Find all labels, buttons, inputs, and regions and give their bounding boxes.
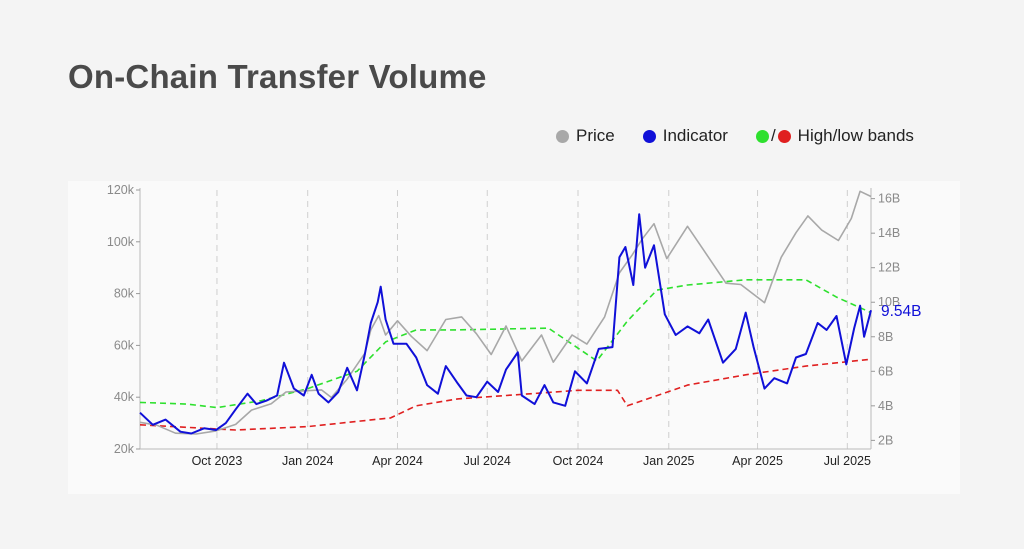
low-band-legend-dot-icon	[777, 129, 791, 143]
right-tick-label: 4B	[878, 399, 893, 413]
left-tick-label: 40k	[114, 390, 135, 404]
legend-item-price[interactable]: Price	[556, 126, 615, 146]
right-tick-label: 8B	[878, 330, 893, 344]
legend-label-indicator: Indicator	[662, 126, 728, 145]
chart-title: On-Chain Transfer Volume	[68, 58, 487, 95]
right-tick-label: 12B	[878, 261, 900, 275]
chart-legend: Price Indicator / High/low bands	[556, 126, 942, 146]
legend-bands-slash: /	[770, 126, 776, 145]
right-tick-label: 2B	[878, 433, 893, 447]
price-legend-dot-icon	[556, 129, 569, 143]
x-tick-label: Apr 2024	[372, 454, 423, 468]
right-tick-label: 6B	[878, 364, 893, 378]
x-tick-label: Oct 2023	[192, 454, 243, 468]
price-series-line	[139, 190, 872, 435]
x-tick-label: Jul 2025	[824, 454, 871, 468]
x-tick-label: Apr 2025	[732, 454, 783, 468]
left-tick-label: 80k	[114, 287, 135, 301]
legend-item-bands[interactable]: / High/low bands	[755, 126, 914, 146]
left-tick-label: 100k	[107, 235, 135, 249]
x-tick-label: Jan 2024	[282, 454, 333, 468]
low-band-series-line	[139, 358, 872, 431]
x-tick-label: Jan 2025	[643, 454, 694, 468]
x-tick-label: Oct 2024	[553, 454, 604, 468]
x-tick-label: Jul 2024	[464, 454, 511, 468]
left-tick-label: 60k	[114, 338, 135, 352]
left-tick-label: 120k	[107, 183, 135, 197]
right-tick-label: 10B	[878, 295, 900, 309]
legend-item-indicator[interactable]: Indicator	[642, 126, 728, 146]
high-band-series-line	[139, 279, 872, 409]
legend-label-bands: High/low bands	[797, 126, 914, 145]
high-band-legend-dot-icon	[755, 129, 769, 143]
left-tick-label: 20k	[114, 442, 135, 456]
indicator-last-value-label: 9.54B	[881, 303, 922, 320]
indicator-series-line	[139, 213, 872, 435]
right-tick-label: 16B	[878, 192, 900, 206]
indicator-legend-dot-icon	[642, 129, 656, 143]
legend-label-price: Price	[576, 126, 615, 145]
right-tick-label: 14B	[878, 226, 900, 240]
